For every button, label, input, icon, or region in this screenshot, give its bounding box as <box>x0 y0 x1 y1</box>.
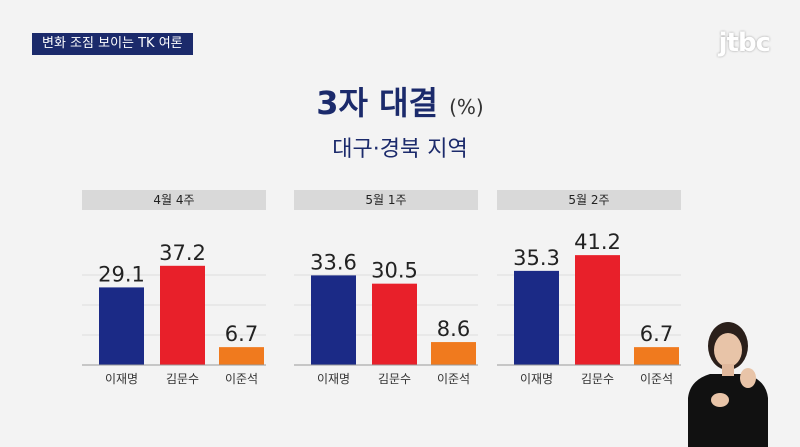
data-label: 8.6 <box>437 317 470 341</box>
category-label: 이준석 <box>640 372 673 386</box>
bar-navy <box>311 275 356 365</box>
data-label: 33.6 <box>310 250 357 274</box>
category-label: 이재명 <box>317 372 350 386</box>
category-label: 김문수 <box>378 372 411 386</box>
chart-title-unit: (%) <box>449 95 484 119</box>
category-label: 이재명 <box>520 372 553 386</box>
panel-header: 5월 1주 <box>294 190 478 210</box>
panel-week-3: 5월 2주 35.3 이재명 41.2 김문수 6.7 이준석 <box>497 190 681 400</box>
bar-orange <box>219 347 264 365</box>
bar-chart: 35.3 이재명 41.2 김문수 6.7 이준석 <box>497 230 681 386</box>
jtbc-logo: jtbc <box>718 28 771 58</box>
bar-red <box>575 255 620 365</box>
data-label: 6.7 <box>640 322 673 346</box>
bar-red <box>372 283 417 365</box>
bar-chart: 29.1 이재명 37.2 김문수 6.7 이준석 <box>82 241 266 386</box>
data-label: 37.2 <box>159 241 206 265</box>
headline-tag: 변화 조짐 보이는 TK 여론 <box>32 33 193 55</box>
data-label: 29.1 <box>98 262 145 286</box>
data-label: 35.3 <box>513 246 560 270</box>
category-label: 김문수 <box>581 372 614 386</box>
bar-orange <box>634 347 679 365</box>
bar-navy <box>99 287 144 365</box>
panel-header: 4월 4주 <box>82 190 266 210</box>
data-label: 30.5 <box>371 259 418 283</box>
category-label: 이재명 <box>105 372 138 386</box>
chart-title: 3자 대결 (%) <box>0 78 800 124</box>
panel-week-2: 5월 1주 33.6 이재명 30.5 김문수 8.6 이준석 <box>294 190 478 400</box>
bar-orange <box>431 342 476 365</box>
category-label: 이준석 <box>437 372 470 386</box>
bar-red <box>160 265 205 365</box>
panel-header: 5월 2주 <box>497 190 681 210</box>
sign-language-interpreter <box>688 322 768 447</box>
bar-chart: 33.6 이재명 30.5 김문수 8.6 이준석 <box>294 250 478 386</box>
category-label: 이준석 <box>225 372 258 386</box>
panel-week-1: 4월 4주 29.1 이재명 37.2 김문수 6.7 이준석 <box>82 190 266 400</box>
chart-title-text: 3자 대결 <box>316 84 438 122</box>
bar-navy <box>514 270 559 365</box>
data-label: 6.7 <box>225 322 258 346</box>
data-label: 41.2 <box>574 230 621 254</box>
category-label: 김문수 <box>166 372 199 386</box>
chart-subtitle: 대구·경북 지역 <box>332 137 468 162</box>
